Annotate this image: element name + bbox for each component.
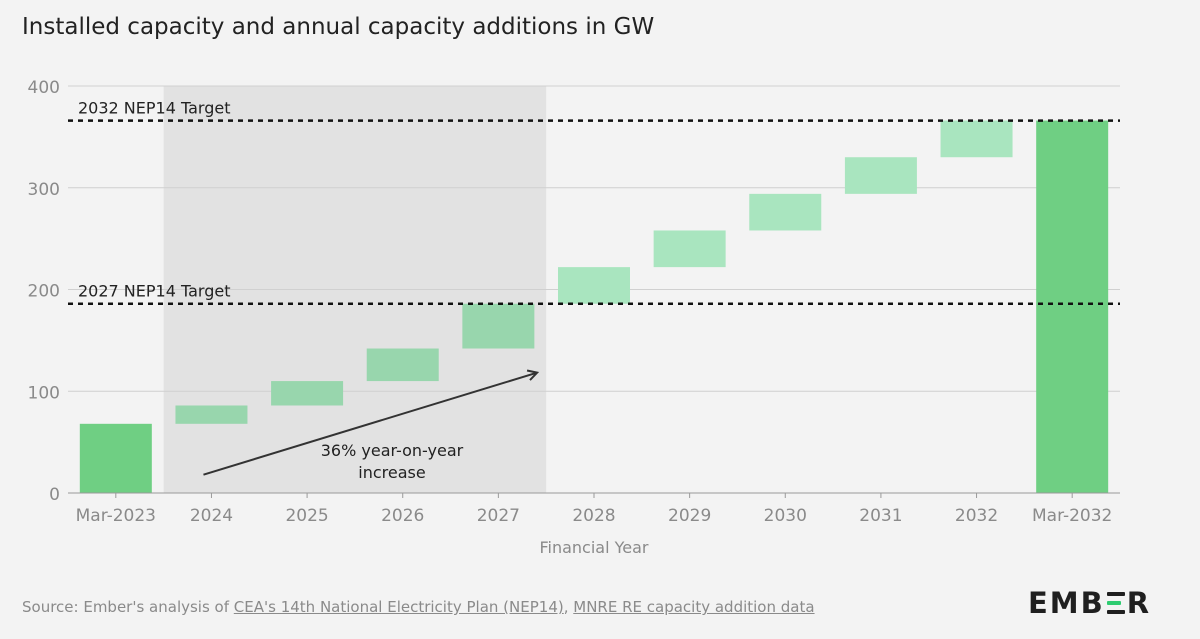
annotation-text: increase: [358, 463, 425, 482]
x-tick-label: 2024: [190, 506, 233, 526]
increment-bar: [558, 267, 630, 304]
source-note: Source: Ember's analysis of CEA's 14th N…: [22, 598, 815, 616]
total-bar: [1036, 120, 1109, 493]
source-separator: ,: [563, 598, 574, 616]
target-label: 2032 NEP14 Target: [78, 99, 230, 118]
source-prefix: Source: Ember's analysis of: [22, 598, 234, 616]
y-tick-label: 200: [28, 282, 60, 302]
x-tick-label: 2032: [955, 506, 998, 526]
increment-bar: [940, 120, 1013, 158]
source-link-mnre[interactable]: MNRE RE capacity addition data: [573, 598, 815, 616]
target-label: 2027 NEP14 Target: [78, 282, 230, 301]
increment-bar: [653, 230, 726, 268]
increment-bar: [366, 348, 439, 382]
x-tick-label: 2030: [764, 506, 807, 526]
logo-text-start: EMB: [1028, 586, 1105, 620]
y-tick-label: 0: [49, 485, 60, 505]
annotation-text: 36% year-on-year: [321, 441, 464, 460]
x-tick-label: 2025: [285, 506, 328, 526]
source-link-nep14[interactable]: CEA's 14th National Electricity Plan (NE…: [233, 598, 564, 616]
x-axis-label: Financial Year: [539, 538, 648, 557]
chart-title: Installed capacity and annual capacity a…: [22, 14, 655, 40]
increment-bar: [175, 405, 248, 424]
x-tick-label: 2026: [381, 506, 424, 526]
growth-arrow: [203, 373, 536, 476]
logo-e-mark: [1106, 592, 1125, 614]
x-tick-label: 2027: [477, 506, 520, 526]
x-tick-label: 2031: [859, 506, 902, 526]
x-tick-label: Mar-2032: [1032, 506, 1112, 526]
total-bar: [79, 423, 152, 493]
y-tick-label: 100: [28, 383, 60, 403]
x-tick-label: Mar-2023: [76, 506, 156, 526]
y-tick-label: 300: [28, 180, 60, 200]
increment-bar: [844, 157, 917, 194]
increment-bar: [462, 303, 535, 349]
y-tick-label: 400: [28, 78, 60, 98]
x-tick-label: 2029: [668, 506, 711, 526]
chart-area: 2032 NEP14 Target 2027 NEP14 Target 0 100 2…: [28, 78, 1120, 557]
increment-bar: [271, 381, 344, 406]
x-tick-label: 2028: [572, 506, 615, 526]
increment-bar: [749, 193, 822, 231]
ember-logo: EMB R: [1028, 586, 1151, 620]
logo-text-end: R: [1126, 586, 1152, 620]
